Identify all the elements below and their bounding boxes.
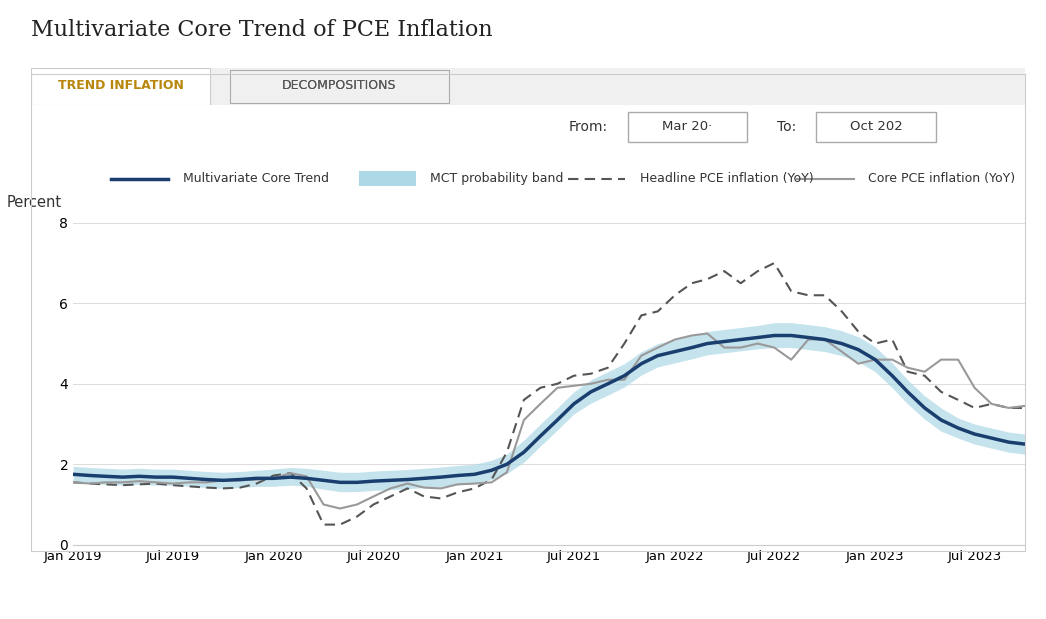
- Text: Mar 20·: Mar 20·: [662, 120, 712, 134]
- Text: MCT probability band: MCT probability band: [430, 172, 564, 185]
- FancyBboxPatch shape: [31, 68, 210, 105]
- FancyBboxPatch shape: [628, 111, 747, 142]
- Text: To:: To:: [777, 120, 797, 134]
- Text: DECOMPOSITIONS: DECOMPOSITIONS: [282, 79, 396, 92]
- FancyBboxPatch shape: [359, 171, 416, 186]
- Text: TREND INFLATION: TREND INFLATION: [58, 79, 184, 92]
- Text: Multivariate Core Trend of PCE Inflation: Multivariate Core Trend of PCE Inflation: [31, 19, 493, 41]
- Text: Percent: Percent: [6, 195, 62, 210]
- Text: From:: From:: [569, 120, 608, 134]
- Text: Multivariate Core Trend: Multivariate Core Trend: [183, 172, 328, 185]
- Text: Core PCE inflation (YoY): Core PCE inflation (YoY): [868, 172, 1016, 185]
- Text: Headline PCE inflation (YoY): Headline PCE inflation (YoY): [639, 172, 813, 185]
- Text: DECOMPOSITIONS: DECOMPOSITIONS: [282, 79, 396, 92]
- Text: Oct 202: Oct 202: [849, 120, 903, 134]
- FancyBboxPatch shape: [816, 111, 935, 142]
- FancyBboxPatch shape: [230, 70, 449, 103]
